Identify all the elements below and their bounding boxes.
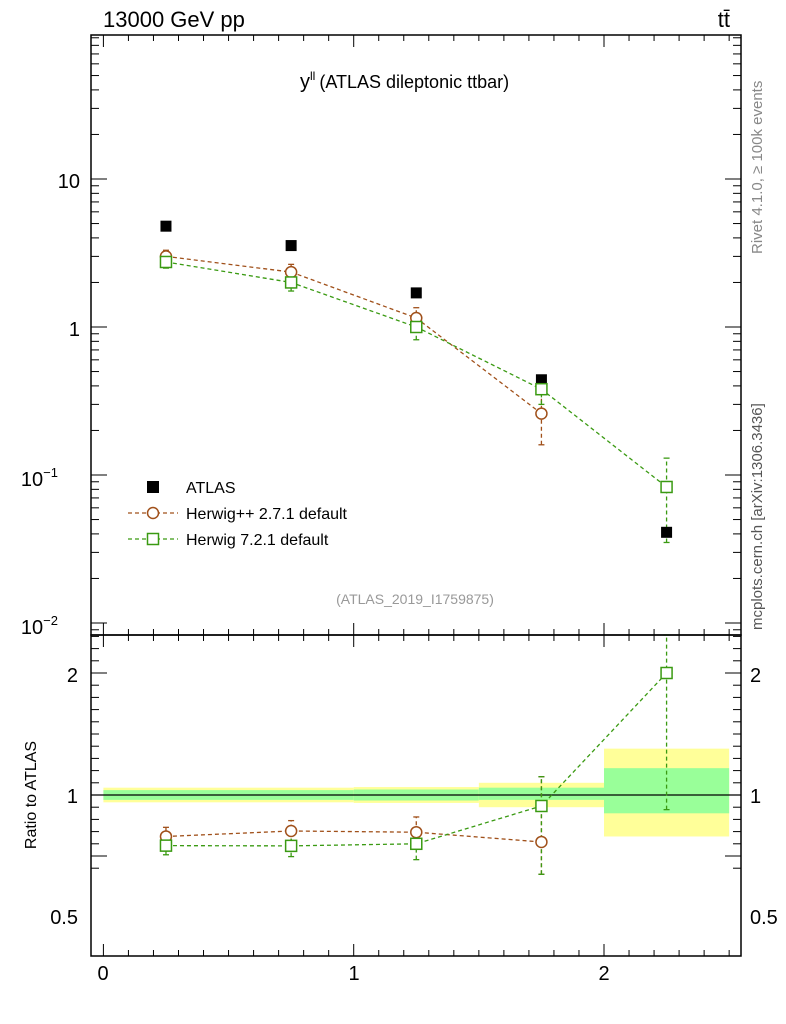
ytick-label-0.1: 10−1 [21,465,58,491]
title-text: (ATLAS dileptonic ttbar) [319,72,509,92]
rivet-label: Rivet 4.1.0, ≥ 100k events [749,81,766,254]
ytick-label-0.01-exp: −2 [43,613,58,628]
title-variable: y [300,71,310,93]
ratio-herwig-7-2-1-default-point-1 [284,839,298,853]
legend-marker-atlas [147,481,159,493]
main-herwig-7-2-1-default-point-3 [535,382,548,396]
main-herwig-7-2-1-default-point-0 [159,255,173,269]
ratio-herwig-7-2-1-default-point-2 [410,837,423,851]
ratio-herwig-2-7-1-default-point-2 [410,825,423,839]
xtick-label-2: 2 [598,963,609,985]
ratio-herwig-2-7-1-default-point-3 [535,835,548,849]
xtick-label-1: 1 [348,963,359,985]
xtick-label-0: 0 [97,963,108,985]
ratio-herwig-2-7-1-default-point-1 [284,824,298,838]
ratio-ylabel: Ratio to ATLAS [23,741,40,849]
title-superscript: ll [310,69,315,83]
legend-label-herwigpp: Herwig++ 2.7.1 default [186,506,348,523]
legend-label-herwig7: Herwig 7.2.1 default [186,532,329,549]
ratio-herwig-2-7-1-default-line [165,830,542,843]
ratio-herwig-7-2-1-default-line [165,672,668,847]
energy-label: 13000 GeV pp [103,7,245,32]
ytick-label-0.1-base: 10 [21,469,43,491]
main-atlas-point-3 [535,374,547,386]
main-axis-ticks [91,35,741,635]
main-atlas-point-2 [410,287,422,299]
ratio-ytick-label-0.5-right: 0.5 [750,907,778,929]
ytick-label-0.01-base: 10 [21,617,43,639]
mcplots-label: mcplots.cern.ch [arXiv:1306.3436] [749,403,766,630]
main-atlas-point-4 [661,526,673,538]
main-atlas-point-1 [285,240,297,252]
legend-marker-herwigpp [146,506,160,520]
main-herwig-2-7-1-default-point-3 [535,407,548,420]
ratio-frame [90,634,742,957]
main-herwig-2-7-1-default-point-1 [284,265,298,279]
ratio-ytick-label-1: 1 [67,786,78,808]
ratio-herwig-7-2-1-default-point-4 [660,666,673,680]
main-herwig-2-7-1-default-line [165,255,542,415]
main-atlas-point-0 [160,220,172,232]
ratio-ytick-label-2-right: 2 [750,665,761,687]
ratio-axis-ticks [91,635,741,956]
main-herwig-7-2-1-default-point-2 [410,320,423,334]
ratio-herwig-7-2-1-default-point-3 [535,799,548,813]
ytick-label-1: 1 [69,319,80,341]
legend-label-atlas: ATLAS [186,480,236,497]
legend: ATLAS Herwig++ 2.7.1 default Herwig 7.2.… [128,480,348,549]
main-herwig-7-2-1-default-point-4 [660,480,673,494]
ratio-ytick-label-2: 2 [67,665,78,687]
process-label: tt̄ [718,7,730,32]
main-herwig-7-2-1-default-point-1 [284,276,298,289]
ratio-ytick-label-1-right: 1 [750,786,761,808]
ratio-ytick-label-0.5: 0.5 [50,907,78,929]
ratio-herwig-7-2-1-default-point-0 [159,839,173,852]
ytick-label-0.01: 10−2 [21,613,58,639]
analysis-label: (ATLAS_2019_I1759875) [336,591,494,607]
ytick-label-0.1-exp: −1 [43,465,58,480]
legend-marker-herwig7 [146,532,160,546]
ytick-label-10: 10 [58,171,80,193]
chart-title: yll (ATLAS dileptonic ttbar) [300,69,509,93]
